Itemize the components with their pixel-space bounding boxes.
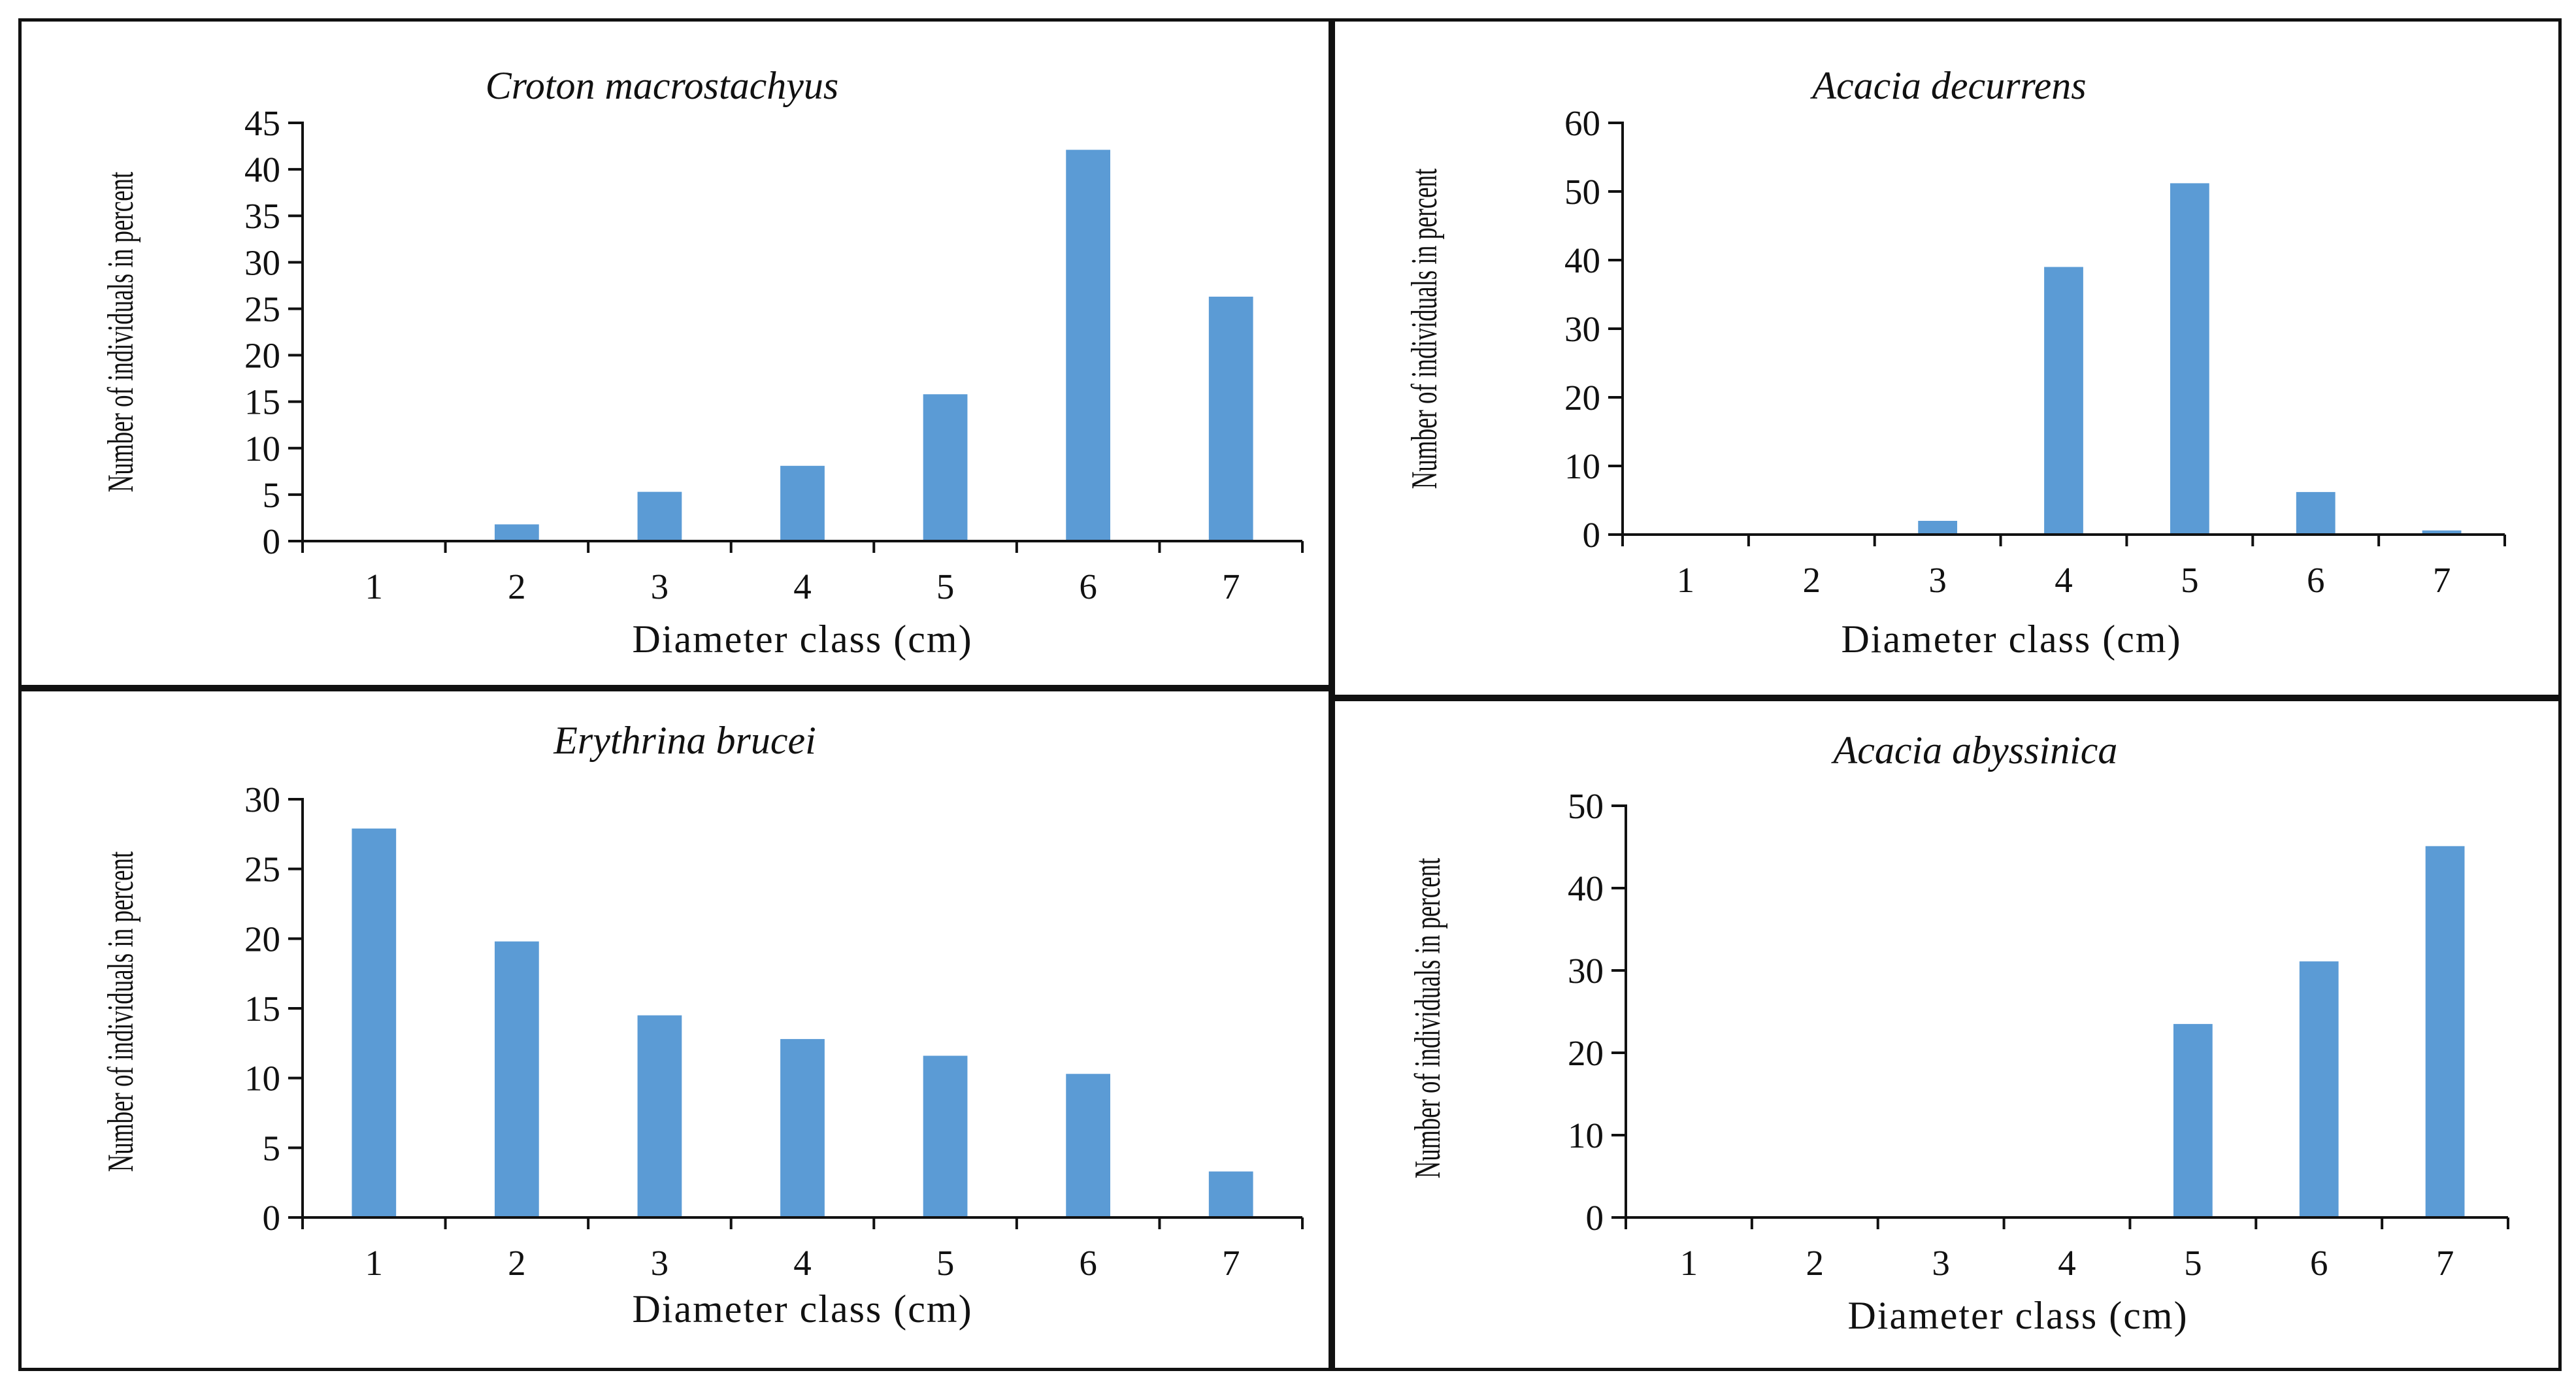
x-tick-label: 4 <box>2058 1243 2076 1283</box>
chart-acacia-abyssinica: Acacia abyssinica 0 10 20 30 40 50 1 2 3 4 5 6 7 Diame… <box>1408 729 2509 1337</box>
y-tick-label: 25 <box>244 850 280 889</box>
chart-title: Acacia abyssinica <box>1831 729 2118 772</box>
y-tick-label: 15 <box>244 989 280 1029</box>
y-tick-label: 10 <box>1568 1116 1604 1155</box>
y-tick-label: 0 <box>1586 1198 1604 1238</box>
y-tick-label: 50 <box>1568 786 1604 826</box>
bar-class-5 <box>923 1055 968 1217</box>
y-tick-label: 40 <box>244 150 280 190</box>
x-tick-label: 3 <box>1932 1243 1950 1283</box>
x-tick-label: 4 <box>2055 560 2073 600</box>
y-tick-label: 60 <box>1564 103 1600 143</box>
x-tick-label: 3 <box>651 567 669 606</box>
y-tick-label: 30 <box>1568 951 1604 991</box>
bar-class-7 <box>2422 530 2462 535</box>
x-tick-label: 7 <box>2436 1243 2454 1283</box>
y-tick-label: 5 <box>263 475 281 515</box>
x-tick-label: 7 <box>1222 1243 1240 1283</box>
x-tick-label: 5 <box>2184 1243 2202 1283</box>
y-tick-label: 10 <box>244 429 280 469</box>
y-tick-label: 20 <box>1568 1033 1604 1073</box>
y-tick-label: 20 <box>244 919 280 959</box>
x-tick-label: 7 <box>1222 567 1240 606</box>
x-tick-label: 6 <box>1079 1243 1097 1283</box>
x-tick-label: 4 <box>793 1243 812 1283</box>
y-tick-label: 30 <box>244 242 280 282</box>
bar-class-3 <box>637 1015 682 1217</box>
x-tick-label: 5 <box>2181 560 2199 600</box>
x-tick-label: 1 <box>1680 1243 1698 1283</box>
bar-class-3 <box>1918 521 1958 535</box>
bar-class-1 <box>352 828 397 1217</box>
y-tick-label: 20 <box>1564 378 1600 418</box>
y-axis-label: Number of individuals in percent <box>101 172 141 493</box>
x-tick-label: 2 <box>1806 1243 1825 1283</box>
bar-class-2 <box>494 941 539 1217</box>
bar-class-4 <box>2044 267 2083 535</box>
bar-class-5 <box>2170 183 2209 535</box>
bar-class-7 <box>1208 1171 1253 1217</box>
x-tick-label: 5 <box>936 1243 955 1283</box>
y-tick-label: 30 <box>1564 309 1600 349</box>
x-axis-label: Diameter class (cm) <box>1841 618 2181 661</box>
y-tick-label: 10 <box>244 1059 280 1099</box>
bar-class-4 <box>780 465 825 541</box>
y-tick-label: 35 <box>244 196 280 236</box>
x-tick-label: 6 <box>2307 560 2325 600</box>
bar-class-4 <box>780 1038 825 1217</box>
bar-class-3 <box>637 491 682 541</box>
chart-panel-acacia-abyssinica: Acacia abyssinica 0 10 20 30 40 50 1 2 3 4 5 6 7 Diame… <box>1332 698 2562 1371</box>
x-tick-label: 2 <box>1803 560 1821 600</box>
x-tick-label: 2 <box>508 1243 526 1283</box>
bar-class-6 <box>2296 491 2336 535</box>
bar-class-6 <box>2299 961 2339 1217</box>
x-tick-label: 2 <box>508 567 526 606</box>
x-tick-label: 1 <box>1677 560 1695 600</box>
y-tick-label: 0 <box>1583 515 1601 555</box>
bar-class-7 <box>1208 296 1253 541</box>
chart-erythrina: Erythrina brucei 0 5 10 15 20 25 30 1 2 3 4 5 6 7 Diame… <box>101 719 1304 1331</box>
x-tick-label: 3 <box>1928 560 1947 600</box>
bar-class-5 <box>923 394 968 541</box>
y-tick-label: 5 <box>263 1128 281 1168</box>
chart-panel-erythrina: Erythrina brucei 0 5 10 15 20 25 30 1 2 3 4 5 6 7 Diame… <box>18 688 1332 1371</box>
x-tick-label: 6 <box>2310 1243 2328 1283</box>
x-axis-label: Diameter class (cm) <box>632 1287 972 1331</box>
y-tick-label: 40 <box>1564 240 1600 280</box>
y-axis-label: Number of individuals in percent <box>1405 169 1445 489</box>
y-axis-label: Number of individuals in percent <box>1408 858 1448 1179</box>
y-tick-label: 20 <box>244 336 280 376</box>
bar-class-6 <box>1066 1074 1111 1217</box>
bar-class-2 <box>494 524 539 541</box>
y-tick-label: 10 <box>1564 446 1600 486</box>
x-tick-label: 3 <box>651 1243 669 1283</box>
bar-class-5 <box>2173 1023 2213 1217</box>
chart-panel-croton: Croton macrostachyus 0 5 10 15 20 25 30 35 40 45 1 2… <box>18 18 1332 688</box>
x-tick-label: 4 <box>793 567 812 606</box>
chart-title: Croton macrostachyus <box>486 64 839 107</box>
y-tick-label: 0 <box>263 521 281 561</box>
y-tick-label: 30 <box>244 780 280 819</box>
bar-class-6 <box>1066 150 1111 541</box>
x-tick-label: 6 <box>1079 567 1097 606</box>
y-tick-label: 25 <box>244 289 280 329</box>
y-tick-label: 45 <box>244 103 280 143</box>
chart-acacia-decurrens: Acacia decurrens 0 10 20 30 40 50 60 1 2 3 4 5 6 7 Diam… <box>1405 64 2506 661</box>
chart-panel-acacia-decurrens: Acacia decurrens 0 10 20 30 40 50 60 1 2 3 4 5 6 7 Diam… <box>1332 18 2562 698</box>
y-tick-label: 15 <box>244 382 280 422</box>
x-axis-label: Diameter class (cm) <box>632 618 972 661</box>
x-tick-label: 5 <box>936 567 955 606</box>
chart-title: Acacia decurrens <box>1809 64 2086 107</box>
x-tick-label: 7 <box>2433 560 2451 600</box>
x-tick-label: 1 <box>365 567 384 606</box>
x-tick-label: 1 <box>365 1243 384 1283</box>
y-tick-label: 0 <box>263 1198 281 1238</box>
y-axis-label: Number of individuals in percent <box>101 852 141 1172</box>
y-tick-label: 50 <box>1564 172 1600 212</box>
chart-title: Erythrina brucei <box>553 719 816 762</box>
y-tick-label: 40 <box>1568 869 1604 908</box>
x-axis-label: Diameter class (cm) <box>1847 1294 2188 1337</box>
bar-class-7 <box>2425 846 2465 1217</box>
